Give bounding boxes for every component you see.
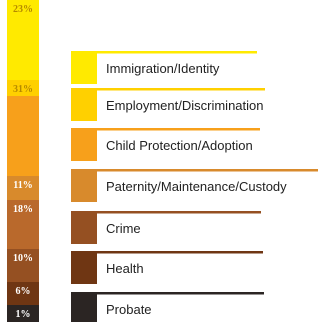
bar-segment <box>7 176 39 200</box>
legend-swatch <box>71 212 97 244</box>
legend-guide-line <box>71 169 318 172</box>
legend-label: Health <box>106 261 144 276</box>
bar-segment <box>7 80 39 96</box>
legend-swatch <box>71 52 97 84</box>
legend-guide-line <box>71 88 265 91</box>
segment-percent-label: 1% <box>16 309 31 320</box>
legend-label: Probate <box>106 302 152 317</box>
legend-guide-line <box>71 292 264 295</box>
segment-percent-label: 31% <box>13 84 33 95</box>
legend-guide-line <box>71 211 261 214</box>
legend-swatch <box>71 252 97 284</box>
legend-label: Paternity/Maintenance/Custody <box>106 179 287 194</box>
legend-label: Child Protection/Adoption <box>106 138 253 153</box>
legend-swatch <box>71 170 97 202</box>
bar-segment <box>7 200 39 249</box>
bar-segment <box>7 249 39 282</box>
legend-swatch <box>71 89 97 121</box>
legend-label: Immigration/Identity <box>106 61 220 76</box>
bar-segment <box>7 282 39 305</box>
legend-guide-line <box>71 128 260 131</box>
legend-guide-line <box>71 251 263 254</box>
bar-segment <box>7 305 39 322</box>
legend-guide-line <box>71 51 257 54</box>
segment-percent-label: 11% <box>13 180 32 191</box>
bar-segment <box>7 96 39 176</box>
segment-percent-label: 18% <box>13 204 33 215</box>
segment-percent-label: 6% <box>16 286 31 297</box>
legend-label: Crime <box>106 221 141 236</box>
segment-percent-label: 10% <box>13 253 33 264</box>
legend-label: Employment/Discrimination <box>106 98 264 113</box>
segment-percent-label: 23% <box>13 4 33 15</box>
bar-segment <box>7 0 39 80</box>
legend-swatch <box>71 129 97 161</box>
legend-swatch <box>71 293 97 322</box>
